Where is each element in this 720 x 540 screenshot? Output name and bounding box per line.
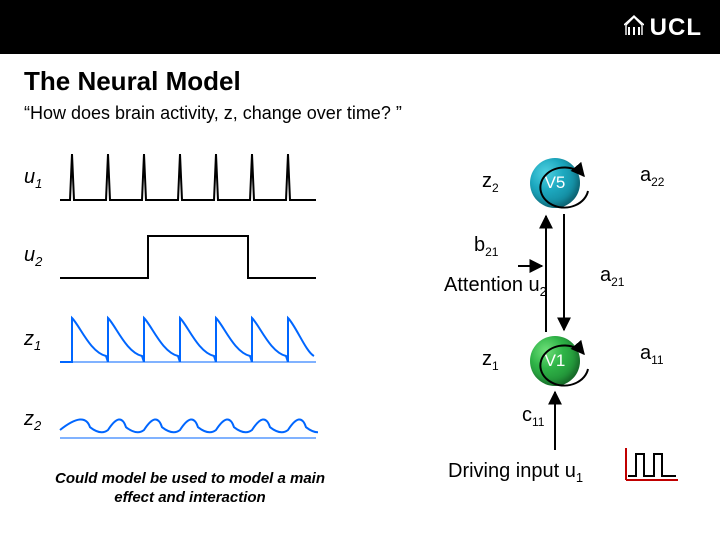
anno-a11: a11 [640, 342, 664, 367]
top-bar: UCL [0, 0, 720, 54]
anno-driving-u1: Driving input u1 [448, 460, 583, 485]
signal-label-u1: u1 [24, 166, 58, 191]
slide-title: The Neural Model [24, 66, 696, 97]
ucl-logo-text: UCL [650, 14, 702, 42]
node-v5: V5 [530, 158, 580, 208]
slide-subtitle: “How does brain activity, z, change over… [24, 103, 696, 124]
caption-text: Could model be used to model a main effe… [40, 470, 340, 508]
signal-row-z2: z2 [24, 390, 318, 450]
signal-label-z2: z2 [24, 408, 58, 433]
anno-z1: z1 [482, 348, 499, 373]
signal-plot-u2 [58, 226, 318, 286]
anno-z2: z2 [482, 170, 499, 195]
diagram-area: u1 u2 z1 z2 Could model be used to model… [24, 134, 696, 534]
anno-a22: a22 [640, 164, 664, 189]
signal-label-u2: u2 [24, 244, 58, 269]
signal-plot-z2 [58, 390, 318, 450]
node-v1: V1 [530, 336, 580, 386]
signal-plot-z1 [58, 310, 318, 370]
signal-row-u1: u1 [24, 148, 318, 208]
anno-a21: a21 [600, 264, 624, 289]
anno-attention-u2: Attention u2 [444, 274, 547, 299]
signal-plot-u1 [58, 148, 318, 208]
anno-c11: c11 [522, 404, 544, 429]
signal-row-z1: z1 [24, 310, 318, 370]
ucl-logo: UCL [624, 13, 702, 42]
ucl-dome-icon [624, 13, 644, 35]
signal-label-z1: z1 [24, 328, 58, 353]
mini-pulse-icon [622, 444, 680, 484]
signal-row-u2: u2 [24, 226, 318, 286]
anno-b21: b21 [474, 234, 498, 259]
